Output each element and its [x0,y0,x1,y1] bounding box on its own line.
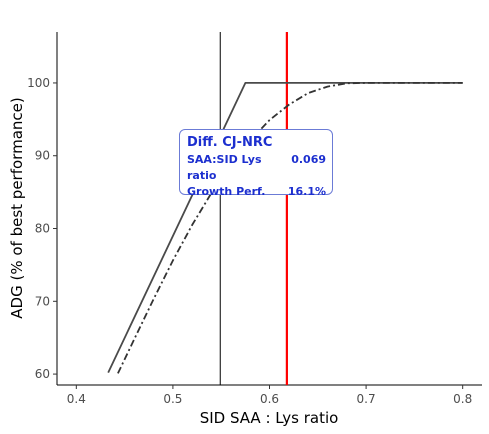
annotation-growth-label: Growth Perf. [187,185,266,198]
annotation-title: Diff. CJ-NRC [187,135,273,150]
annotation-growth-value: 16.1% [287,185,326,198]
x-tick-label: 0.5 [163,392,182,406]
y-ticks: 60 70 80 90 100 [27,76,57,381]
series-dashdot-line [117,82,463,374]
x-tick-label: 0.6 [260,392,279,406]
y-tick-label: 100 [27,76,50,90]
annotation-row-ratio: SAA:SID Lys ratio 0.069 [187,152,326,184]
x-tick-label: 0.8 [453,392,472,406]
y-tick-label: 70 [35,294,50,308]
x-ticks: 0.4 0.5 0.6 0.7 0.8 [67,385,472,406]
y-tick-label: 60 [35,367,50,381]
annotation-box: Diff. CJ-NRC SAA:SID Lys ratio 0.069 Gro… [179,129,333,198]
x-axis-title: SID SAA : Lys ratio [200,409,339,427]
series-lines [107,82,463,374]
y-tick-label: 90 [35,149,50,163]
y-axis-title: ADG (% of best performance) [8,97,26,318]
x-tick-label: 0.7 [357,392,376,406]
annotation-row-growth: Growth Perf. 16.1% [187,184,326,200]
reference-lines [219,32,288,385]
annotation-ratio-value: 0.069 [291,153,326,166]
series-solid-line [107,82,463,373]
annotation-ratio-label: SAA:SID Lys ratio [187,153,262,182]
x-tick-label: 0.4 [67,392,86,406]
y-tick-label: 80 [35,222,50,236]
